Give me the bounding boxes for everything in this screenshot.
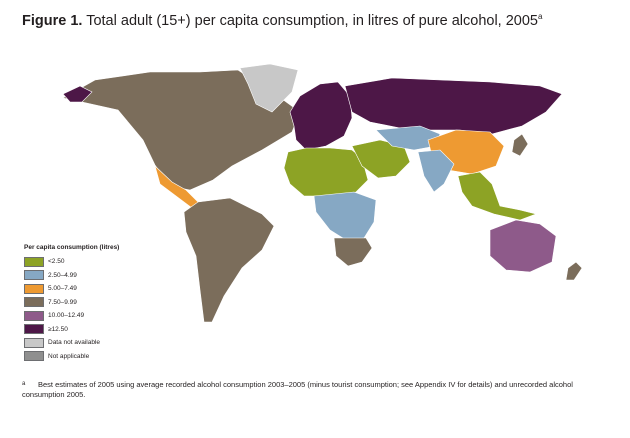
legend-swatch bbox=[24, 337, 44, 348]
legend-label: Not applicable bbox=[48, 352, 90, 360]
region-alaska bbox=[62, 85, 93, 103]
legend-label: <2.50 bbox=[48, 258, 65, 266]
legend-label: Data not available bbox=[48, 339, 101, 347]
legend-item: 10.00–12.49 bbox=[24, 309, 119, 323]
figure-title: Figure 1. Total adult (15+) per capita c… bbox=[22, 12, 542, 29]
legend-item: 7.50–9.99 bbox=[24, 296, 119, 310]
legend-item: Not applicable bbox=[24, 350, 119, 364]
region-southern-africa bbox=[333, 237, 373, 267]
region-central-africa bbox=[313, 191, 377, 241]
region-south-america bbox=[183, 197, 275, 323]
legend-item: ≥12.50 bbox=[24, 323, 119, 337]
region-middle-east bbox=[351, 139, 411, 179]
legend-swatch bbox=[24, 270, 44, 281]
region-russia bbox=[344, 77, 563, 135]
legend-label: 7.50–9.99 bbox=[48, 298, 77, 306]
legend-items: <2.50 2.50–4.99 5.00–7.49 7.50–9.99 10.0… bbox=[24, 255, 119, 363]
footnote-text: Best estimates of 2005 using average rec… bbox=[22, 380, 573, 400]
region-north-africa bbox=[283, 147, 369, 197]
title-footnote-marker: a bbox=[538, 12, 543, 21]
footnote-marker: a bbox=[22, 381, 26, 387]
region-southeast-asia bbox=[457, 171, 538, 221]
legend-swatch bbox=[24, 310, 44, 321]
legend-swatch bbox=[24, 283, 44, 294]
region-new-zealand bbox=[565, 261, 583, 281]
region-japan bbox=[511, 133, 529, 157]
legend-item: Data not available bbox=[24, 336, 119, 350]
legend-title: Per capita consumption (litres) bbox=[24, 244, 120, 251]
region-greenland bbox=[239, 63, 299, 113]
legend-swatch bbox=[24, 256, 44, 267]
figure-title-text: Total adult (15+) per capita consumption… bbox=[86, 12, 538, 29]
legend-label: 5.00–7.49 bbox=[48, 285, 77, 293]
region-australia bbox=[489, 219, 557, 273]
legend-item: 2.50–4.99 bbox=[24, 269, 119, 283]
footnote: a Best estimates of 2005 using average re… bbox=[22, 380, 612, 400]
legend-swatch bbox=[24, 297, 44, 308]
legend-item: 5.00–7.49 bbox=[24, 282, 119, 296]
legend: Per capita consumption (litres) <2.50 2.… bbox=[24, 244, 119, 363]
legend-label: ≥12.50 bbox=[48, 325, 68, 333]
figure-label: Figure 1. bbox=[22, 12, 83, 29]
region-europe bbox=[289, 81, 353, 151]
legend-label: 10.00–12.49 bbox=[48, 312, 85, 320]
region-north-america bbox=[62, 69, 301, 191]
legend-swatch bbox=[24, 351, 44, 362]
legend-swatch bbox=[24, 324, 44, 335]
region-india bbox=[417, 149, 455, 193]
legend-item: <2.50 bbox=[24, 255, 119, 269]
legend-label: 2.50–4.99 bbox=[48, 271, 77, 279]
